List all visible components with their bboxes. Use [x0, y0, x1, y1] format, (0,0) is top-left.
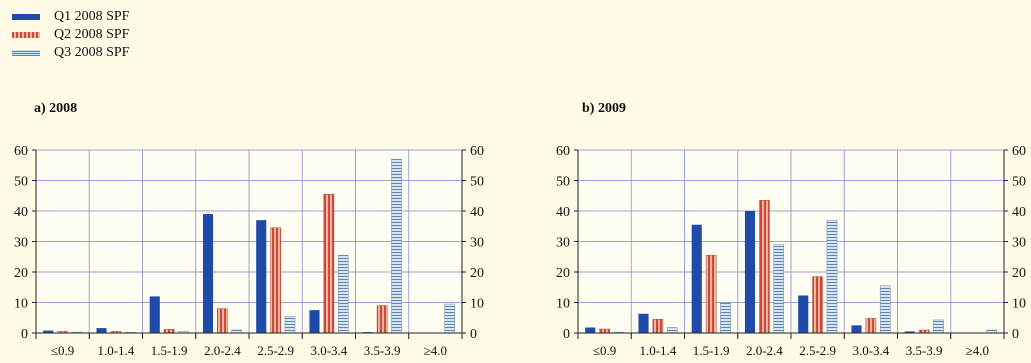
chart-2008: 0 0 10 10 20 20 30 30 40 40 50 50 60 60 ≤0.9 1.0-1.4 1.5… [14, 144, 484, 358]
panel-title-2008: a) 2008 [34, 101, 78, 116]
bar-b-s2-c1 [599, 328, 610, 334]
x-category-label: 2.5-2.9 [257, 343, 294, 358]
y-tick-label-right: 40 [470, 205, 484, 220]
x-category-label: ≥4.0 [424, 343, 447, 358]
bar-a-s2-c5 [270, 227, 281, 334]
legend-swatch-q1 [12, 14, 40, 20]
x-category-label: 2.5-2.9 [799, 343, 836, 358]
chart-2009: 0 0 10 10 20 20 30 30 40 40 50 50 60 60 ≤0.9 1.0-1.4 1.5… [556, 144, 1026, 358]
bar-a-s2-c3 [163, 329, 175, 334]
y-tick-label-left: 0 [563, 327, 570, 342]
bar-b-s1-c5 [798, 295, 809, 333]
y-tick-label-left: 20 [14, 266, 28, 281]
bar-a-s3-c5 [284, 315, 296, 334]
bar-a-s1-c1 [43, 330, 54, 333]
y-tick-label-left: 0 [21, 327, 28, 342]
y-tick-label-left: 20 [556, 266, 570, 281]
x-category-label: 1.5-1.9 [693, 343, 730, 358]
x-category-label: 2.0-2.4 [204, 343, 241, 358]
y-tick-label-right: 0 [1012, 327, 1019, 342]
bar-a-s3-c7 [391, 158, 402, 334]
legend-label-q1: Q1 2008 SPF [54, 9, 130, 24]
legend-item-q2: Q2 2008 SPF [12, 26, 129, 44]
y-tick-label-left: 60 [14, 144, 28, 159]
bar-b-s1-c1 [585, 327, 596, 333]
y-tick-label-right: 30 [470, 236, 484, 251]
x-category-label: 1.0-1.4 [97, 343, 134, 358]
x-category-label: ≥4.0 [966, 343, 989, 358]
legend-item-q3: Q3 2008 SPF [12, 44, 129, 62]
chart-legend: Q1 2008 SPF Q2 2008 SPF Q3 2008 SPF [12, 8, 129, 62]
legend-label-q2: Q2 2008 SPF [54, 27, 130, 42]
bar-b-s2-c2 [652, 319, 664, 334]
bar-b-s1-c3 [691, 224, 702, 333]
y-tick-label-left: 10 [14, 297, 28, 312]
bar-b-s1-c2 [638, 313, 649, 333]
bar-a-s1-c5 [256, 220, 267, 333]
x-category-label: 3.5-3.9 [906, 343, 943, 358]
bar-a-s1-c6 [309, 310, 320, 333]
bar-a-s2-c4 [217, 308, 228, 334]
y-tick-label-right: 60 [1012, 144, 1026, 159]
x-category-label: 3.0-3.4 [852, 343, 889, 358]
panel-title-2009: b) 2009 [582, 101, 626, 116]
bar-b-s2-c4 [759, 200, 770, 334]
legend-item-q1: Q1 2008 SPF [12, 8, 129, 26]
bar-b-s2-c5 [812, 276, 823, 334]
legend-swatch-q3 [12, 50, 40, 56]
y-tick-label-right: 50 [470, 175, 484, 190]
y-tick-label-left: 30 [14, 236, 28, 251]
y-tick-label-right: 10 [1012, 297, 1026, 312]
y-tick-label-left: 40 [556, 205, 570, 220]
x-category-label: 1.5-1.9 [151, 343, 188, 358]
x-category-label: 3.5-3.9 [364, 343, 401, 358]
y-tick-label-right: 20 [470, 266, 484, 281]
bar-a-s2-c6 [323, 193, 335, 334]
x-category-label: 1.0-1.4 [639, 343, 676, 358]
y-tick-label-right: 20 [1012, 266, 1026, 281]
y-tick-label-left: 40 [14, 205, 28, 220]
bar-a-s3-c8 [444, 303, 456, 334]
x-category-label: 3.0-3.4 [310, 343, 347, 358]
y-tick-label-left: 50 [556, 175, 570, 190]
y-tick-label-right: 10 [470, 297, 484, 312]
bar-b-s3-c7 [933, 319, 944, 334]
y-tick-label-left: 60 [556, 144, 570, 159]
bar-b-s3-c6 [879, 285, 891, 334]
y-tick-label-right: 60 [470, 144, 484, 159]
bar-b-s1-c7 [904, 331, 915, 333]
bar-a-s2-c7 [376, 305, 388, 334]
legend-label-q3: Q3 2008 SPF [54, 45, 130, 60]
x-category-label: ≤0.9 [593, 343, 616, 358]
y-tick-label-left: 30 [556, 236, 570, 251]
bar-b-s2-c6 [865, 318, 877, 334]
bar-b-s2-c3 [705, 254, 717, 334]
bar-a-s3-c6 [337, 254, 349, 334]
bar-b-s3-c3 [720, 302, 731, 334]
x-category-label: 2.0-2.4 [746, 343, 783, 358]
y-tick-label-right: 50 [1012, 175, 1026, 190]
bar-b-s1-c4 [744, 211, 756, 333]
y-tick-label-right: 40 [1012, 205, 1026, 220]
y-tick-label-right: 30 [1012, 236, 1026, 251]
bar-a-s1-c4 [202, 214, 214, 333]
bar-b-s3-c5 [826, 219, 838, 334]
y-tick-label-left: 10 [556, 297, 570, 312]
bar-b-s3-c2 [666, 327, 678, 334]
bar-b-s3-c4 [773, 244, 785, 334]
bar-b-s1-c6 [851, 325, 862, 333]
y-tick-label-right: 0 [470, 327, 477, 342]
y-tick-label-left: 50 [14, 175, 28, 190]
legend-swatch-q2 [12, 32, 40, 38]
bar-a-s1-c2 [96, 328, 107, 333]
bar-a-s1-c3 [149, 296, 160, 333]
x-category-label: ≤0.9 [51, 343, 74, 358]
